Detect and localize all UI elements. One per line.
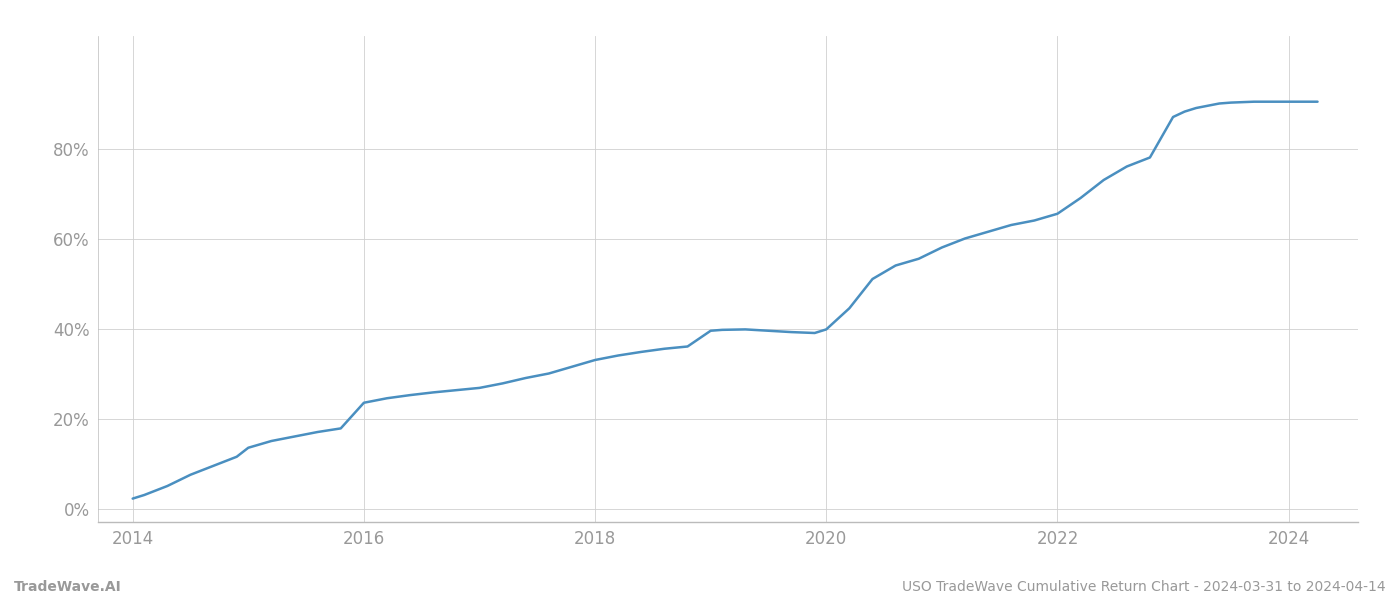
Text: TradeWave.AI: TradeWave.AI — [14, 580, 122, 594]
Text: USO TradeWave Cumulative Return Chart - 2024-03-31 to 2024-04-14: USO TradeWave Cumulative Return Chart - … — [903, 580, 1386, 594]
